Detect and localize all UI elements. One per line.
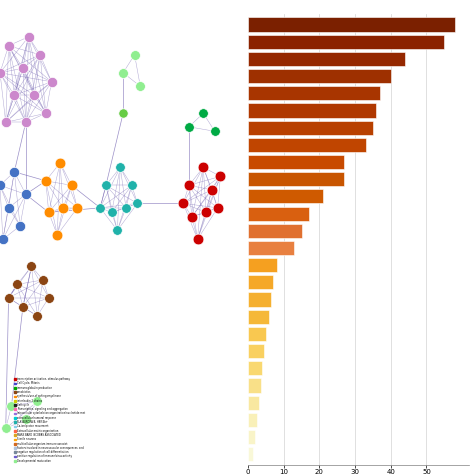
Bar xyxy=(248,172,345,186)
Bar xyxy=(248,189,323,203)
Bar xyxy=(248,207,309,220)
Point xyxy=(2,118,9,126)
Bar xyxy=(248,69,391,83)
Point xyxy=(185,123,193,131)
Point xyxy=(202,209,210,216)
Point xyxy=(45,209,53,216)
Point xyxy=(42,177,50,185)
Point xyxy=(2,425,9,432)
Bar xyxy=(248,224,301,238)
Bar xyxy=(248,155,345,169)
Point xyxy=(134,200,141,207)
Point xyxy=(73,204,81,212)
Point xyxy=(5,42,12,50)
Point xyxy=(117,164,124,171)
Bar xyxy=(248,275,273,290)
Point xyxy=(22,191,29,198)
Point xyxy=(102,182,109,189)
Bar xyxy=(248,447,254,461)
Bar xyxy=(248,292,271,307)
Point xyxy=(119,69,127,77)
Point xyxy=(19,303,27,311)
Point xyxy=(22,416,29,423)
Point xyxy=(68,182,75,189)
Point xyxy=(0,236,7,243)
Point xyxy=(16,222,24,230)
Point xyxy=(214,204,221,212)
Point xyxy=(27,263,35,270)
Point xyxy=(59,204,67,212)
Point xyxy=(108,209,116,216)
Bar xyxy=(248,35,444,49)
Point xyxy=(10,91,18,99)
Bar xyxy=(248,413,257,427)
Bar xyxy=(248,18,455,32)
Point xyxy=(25,33,32,41)
Point xyxy=(131,51,138,59)
Point xyxy=(56,159,64,167)
Bar xyxy=(248,310,269,324)
Point xyxy=(13,281,21,288)
Point xyxy=(119,109,127,117)
Point xyxy=(211,128,219,135)
Point xyxy=(96,204,104,212)
Bar xyxy=(248,396,259,410)
Point xyxy=(34,398,41,405)
Bar xyxy=(248,52,405,66)
Point xyxy=(200,164,207,171)
Point xyxy=(128,182,136,189)
Point xyxy=(185,182,193,189)
Point xyxy=(200,109,207,117)
Point xyxy=(217,173,224,180)
Bar xyxy=(248,258,276,272)
Point xyxy=(137,82,144,90)
Point xyxy=(22,118,29,126)
Point xyxy=(30,91,38,99)
Point xyxy=(0,182,4,189)
Point xyxy=(19,64,27,72)
Point xyxy=(208,186,216,194)
Bar xyxy=(248,361,262,375)
Bar xyxy=(248,344,264,358)
Bar xyxy=(248,103,376,118)
Bar xyxy=(248,120,373,135)
Point xyxy=(10,168,18,176)
Point xyxy=(54,231,61,239)
Point xyxy=(45,294,53,302)
Bar xyxy=(248,241,294,255)
Point xyxy=(8,402,15,410)
Bar xyxy=(248,430,255,444)
Point xyxy=(188,213,196,221)
Point xyxy=(194,236,201,243)
Bar xyxy=(248,86,380,100)
Bar xyxy=(248,138,366,152)
Point xyxy=(36,51,44,59)
Point xyxy=(48,78,55,86)
Point xyxy=(34,312,41,320)
Point xyxy=(5,294,12,302)
Legend: transcription activation, stimulus pathway, Cell Cycle, Mitosis, immunoglobulin : transcription activation, stimulus pathw… xyxy=(13,376,85,463)
Point xyxy=(180,200,187,207)
Bar xyxy=(248,378,261,392)
Point xyxy=(5,204,12,212)
Point xyxy=(114,227,121,234)
Point xyxy=(122,204,130,212)
Point xyxy=(39,276,47,283)
Point xyxy=(42,109,50,117)
Bar xyxy=(248,327,266,341)
Point xyxy=(0,69,4,77)
